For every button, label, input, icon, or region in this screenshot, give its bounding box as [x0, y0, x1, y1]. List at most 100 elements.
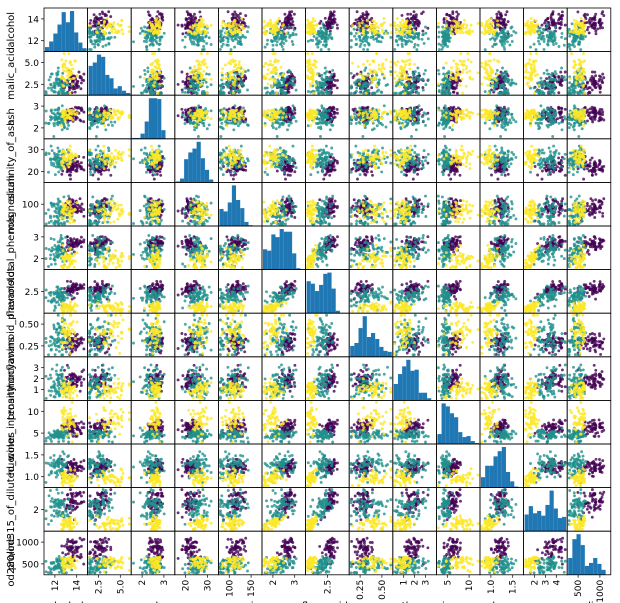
scatter-point — [239, 36, 242, 39]
scatter-point — [381, 30, 384, 33]
scatter-point — [401, 28, 404, 31]
hist-bar — [82, 48, 86, 51]
scatter-point — [227, 10, 230, 13]
scatter-point — [101, 45, 104, 48]
scatter-point — [389, 31, 392, 34]
hist-bar — [78, 43, 82, 52]
scatter-point — [195, 19, 198, 22]
scatter-point — [97, 22, 100, 25]
scatter-point — [403, 24, 406, 27]
scatter-point — [285, 16, 288, 19]
scatter-point — [365, 10, 368, 13]
scatter-point — [399, 31, 402, 34]
scatter-point — [424, 32, 427, 35]
scatter-point — [225, 30, 228, 33]
scatter-point — [313, 28, 316, 31]
scatter-point — [361, 12, 364, 15]
scatter-point — [196, 40, 199, 43]
scatter-point — [150, 28, 153, 31]
scatter-point — [413, 30, 416, 33]
scatter-point — [119, 24, 122, 27]
scatter-point — [208, 36, 211, 39]
scatter-point — [148, 13, 151, 16]
scatter-point — [228, 24, 231, 27]
scatter-point — [275, 44, 278, 47]
scatter-point — [232, 35, 235, 38]
scatter-point — [102, 30, 105, 33]
scatter-point — [401, 14, 404, 17]
scatter-point — [414, 43, 417, 46]
scatter-point — [202, 28, 205, 31]
scatter-point — [198, 37, 201, 40]
scatter-point — [356, 10, 359, 13]
scatter-point — [421, 38, 424, 41]
matrix-panels — [44, 8, 611, 575]
scatter-point — [194, 23, 197, 26]
scatter-point — [324, 17, 327, 20]
scatter-point — [366, 48, 369, 51]
scatter-point — [398, 38, 401, 41]
scatter-point — [98, 40, 101, 43]
scatter-point — [287, 19, 290, 22]
scatter-point — [222, 20, 225, 23]
scatter-point — [232, 24, 235, 27]
panel-alcohol-vs-alcalinity_of_ash — [175, 8, 219, 52]
scatter-point — [186, 18, 189, 21]
scatter-point — [330, 13, 333, 16]
scatter-point — [108, 31, 111, 34]
scatter-point — [141, 30, 144, 33]
scatter-point — [330, 23, 333, 26]
scatter-point — [148, 21, 151, 24]
scatter-point — [236, 33, 239, 36]
scatter-point — [113, 26, 116, 29]
scatter-point — [409, 24, 412, 27]
scatter-point — [327, 48, 330, 51]
scatter-point — [355, 18, 358, 21]
scatter-point — [366, 25, 369, 28]
scatter-point — [181, 32, 184, 35]
scatter-point — [307, 23, 310, 26]
scatter-point — [375, 31, 378, 34]
scatter-point — [145, 35, 148, 38]
scatter-point — [93, 13, 96, 16]
scatter-point — [408, 30, 411, 33]
panel-alcohol-vs-flavanoids — [306, 8, 350, 52]
scatter-point — [102, 24, 105, 27]
scatter-point — [272, 48, 275, 51]
scatter-point — [224, 24, 227, 27]
scatter-point — [140, 27, 143, 30]
scatter-point — [237, 40, 240, 43]
scatter-point — [247, 26, 250, 29]
scatter-point — [358, 36, 361, 39]
scatter-point — [415, 48, 418, 51]
scatter-point — [104, 14, 107, 17]
scatter-point — [421, 30, 424, 33]
scatter-point — [203, 40, 206, 43]
scatter-point — [198, 24, 201, 27]
scatter-point — [93, 19, 96, 22]
scatter-point — [271, 28, 274, 31]
scatter-point — [412, 14, 415, 17]
scatter-point — [106, 17, 109, 20]
scatter-point — [90, 40, 93, 43]
scatter-point — [88, 32, 91, 35]
panel-alcohol-vs-nonflavanoid_phenols — [349, 8, 393, 52]
scatter-point — [323, 26, 326, 29]
scatter-point — [280, 31, 283, 34]
scatter-point — [417, 35, 420, 38]
scatter-point — [107, 10, 110, 13]
scatter-point — [194, 38, 197, 41]
scatter-point — [149, 44, 152, 47]
scatter-point — [364, 13, 367, 16]
scatter-point — [200, 20, 203, 23]
scatter-point — [413, 10, 416, 13]
scatter-point — [288, 26, 291, 29]
panel-alcohol-vs-magnesium — [218, 8, 262, 52]
scatter-point — [326, 25, 329, 28]
scatter-point — [206, 25, 209, 28]
scatter-point — [244, 14, 247, 17]
panel-alcohol-vs-ash — [131, 8, 175, 52]
scatter-point — [397, 29, 400, 32]
scatter-point — [316, 46, 319, 49]
scatter-point — [385, 32, 388, 35]
